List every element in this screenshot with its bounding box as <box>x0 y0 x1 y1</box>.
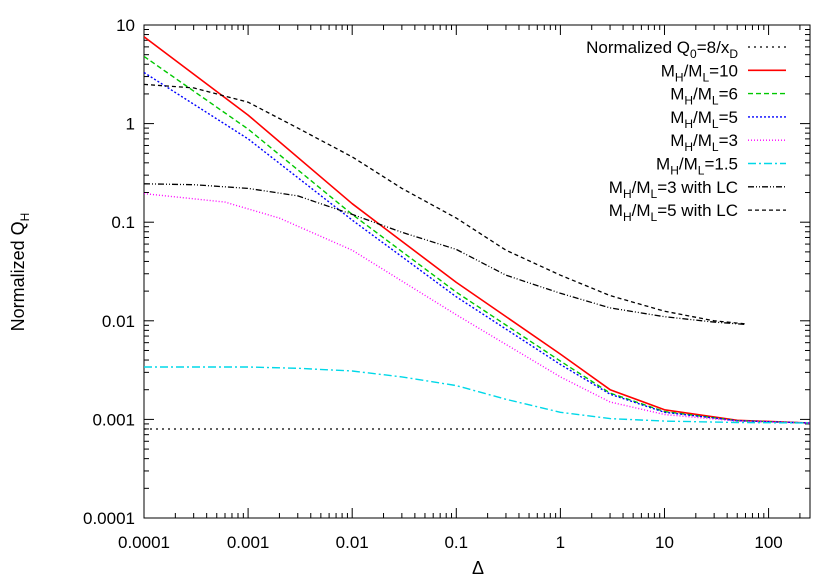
legend-label: MH/ML=3 with LC <box>609 178 738 201</box>
x-tick-label: 0.1 <box>444 533 468 552</box>
legend-label-part: /M <box>693 108 712 127</box>
legend-label-part: Normalized Q <box>586 38 690 57</box>
legend-entry-6: MH/ML=3 with LC <box>609 178 786 201</box>
legend-label-part: =6 <box>719 85 738 104</box>
legend-label-sub: L <box>712 94 719 108</box>
y-tick-label: 10 <box>116 16 135 35</box>
legend-label-sub: L <box>651 210 658 224</box>
legend-label-sub: H <box>684 94 693 108</box>
legend-label-part: /M <box>679 155 698 174</box>
legend-entry-7: MH/ML=5 with LC <box>609 201 786 224</box>
legend-label-part: M <box>609 178 623 197</box>
x-axis-label: Δ <box>472 558 484 578</box>
y-minor-ticks <box>144 29 810 489</box>
y-axis-label-base: Normalized Q <box>8 221 28 331</box>
legend-label-part: =5 with LC <box>657 201 738 220</box>
y-axis-label-sub: H <box>18 213 32 222</box>
legend-label-sub: L <box>698 164 705 178</box>
legend-entry-2: MH/ML=6 <box>670 85 786 108</box>
plot-frame <box>143 24 811 519</box>
legend-label: MH/ML=1.5 <box>656 155 738 178</box>
legend-entry-4: MH/ML=3 <box>670 131 786 154</box>
y-tick-label: 0.001 <box>92 410 135 429</box>
legend-label-part: M <box>670 85 684 104</box>
series-line-5 <box>144 366 810 424</box>
y-tick-label: 0.1 <box>111 213 135 232</box>
legend-label-sub: L <box>702 70 709 84</box>
legend-label-part: =3 with LC <box>657 178 738 197</box>
legend-label-part: =1.5 <box>704 155 738 174</box>
legend-label-sub: D <box>729 47 738 61</box>
series-line-3 <box>144 71 810 424</box>
x-tick-label: 0.0001 <box>118 533 170 552</box>
legend-label: MH/ML=3 <box>670 131 738 154</box>
legend-label-sub: L <box>712 117 719 131</box>
y-axis-ticks: 0.0001 0.001 0.01 0.1 1 10 <box>83 16 810 528</box>
x-axis-ticks: 0.0001 0.001 0.01 0.1 1 10 100 <box>118 25 783 552</box>
legend-label-part: =10 <box>709 61 738 80</box>
series-line-4 <box>144 192 810 424</box>
legend-label-sub: H <box>684 117 693 131</box>
legend-entry-0: Normalized Q0=8/xD <box>586 38 786 61</box>
x-minor-ticks <box>174 25 801 518</box>
legend-label-part: /M <box>693 85 712 104</box>
legend-label: MH/ML=5 with LC <box>609 201 738 224</box>
y-tick-label: 0.01 <box>102 312 135 331</box>
legend-label-part: /M <box>632 178 651 197</box>
legend-label: MH/ML=5 <box>670 108 738 131</box>
legend-label-sub: H <box>684 140 693 154</box>
legend-label-part: M <box>661 61 675 80</box>
series-line-6 <box>144 183 746 326</box>
legend-entry-5: MH/ML=1.5 <box>656 155 786 178</box>
legend-label-sub: H <box>670 164 679 178</box>
legend-label-sub: L <box>651 187 658 201</box>
legend-label: MH/ML=6 <box>670 85 738 108</box>
legend-label-part: M <box>656 155 670 174</box>
y-tick-label: 1 <box>126 115 135 134</box>
legend-label-sub: H <box>623 187 632 201</box>
series-line-7 <box>144 83 746 325</box>
legend-label-sub: H <box>675 70 684 84</box>
legend-label-part: M <box>670 108 684 127</box>
legend-label-part: M <box>670 131 684 150</box>
legend-label-part: =5 <box>719 108 738 127</box>
x-tick-label: 10 <box>655 533 674 552</box>
series-line-1 <box>144 36 810 424</box>
series-lines <box>144 36 810 430</box>
legend-label-part: /M <box>684 61 703 80</box>
legend-label-part: =8/x <box>697 38 730 57</box>
x-tick-label: 0.001 <box>227 533 270 552</box>
x-tick-label: 100 <box>754 533 782 552</box>
legend-label-sub: 0 <box>690 47 697 61</box>
legend-label-part: =3 <box>719 131 738 150</box>
y-tick-label: 0.0001 <box>83 509 135 528</box>
y-axis-label: Normalized QH <box>8 213 32 332</box>
x-tick-label: 1 <box>556 533 565 552</box>
legend-label-part: /M <box>632 201 651 220</box>
legend: Normalized Q0=8/xDMH/ML=10MH/ML=6MH/ML=5… <box>586 38 786 224</box>
plot-border <box>143 24 811 519</box>
legend-entry-1: MH/ML=10 <box>661 61 786 84</box>
legend-label-sub: H <box>623 210 632 224</box>
legend-label-sub: L <box>712 140 719 154</box>
legend-label-part: /M <box>693 131 712 150</box>
legend-entry-3: MH/ML=5 <box>670 108 786 131</box>
legend-label: MH/ML=10 <box>661 61 738 84</box>
legend-label-part: M <box>609 201 623 220</box>
x-tick-label: 0.01 <box>336 533 369 552</box>
legend-label: Normalized Q0=8/xD <box>586 38 738 61</box>
